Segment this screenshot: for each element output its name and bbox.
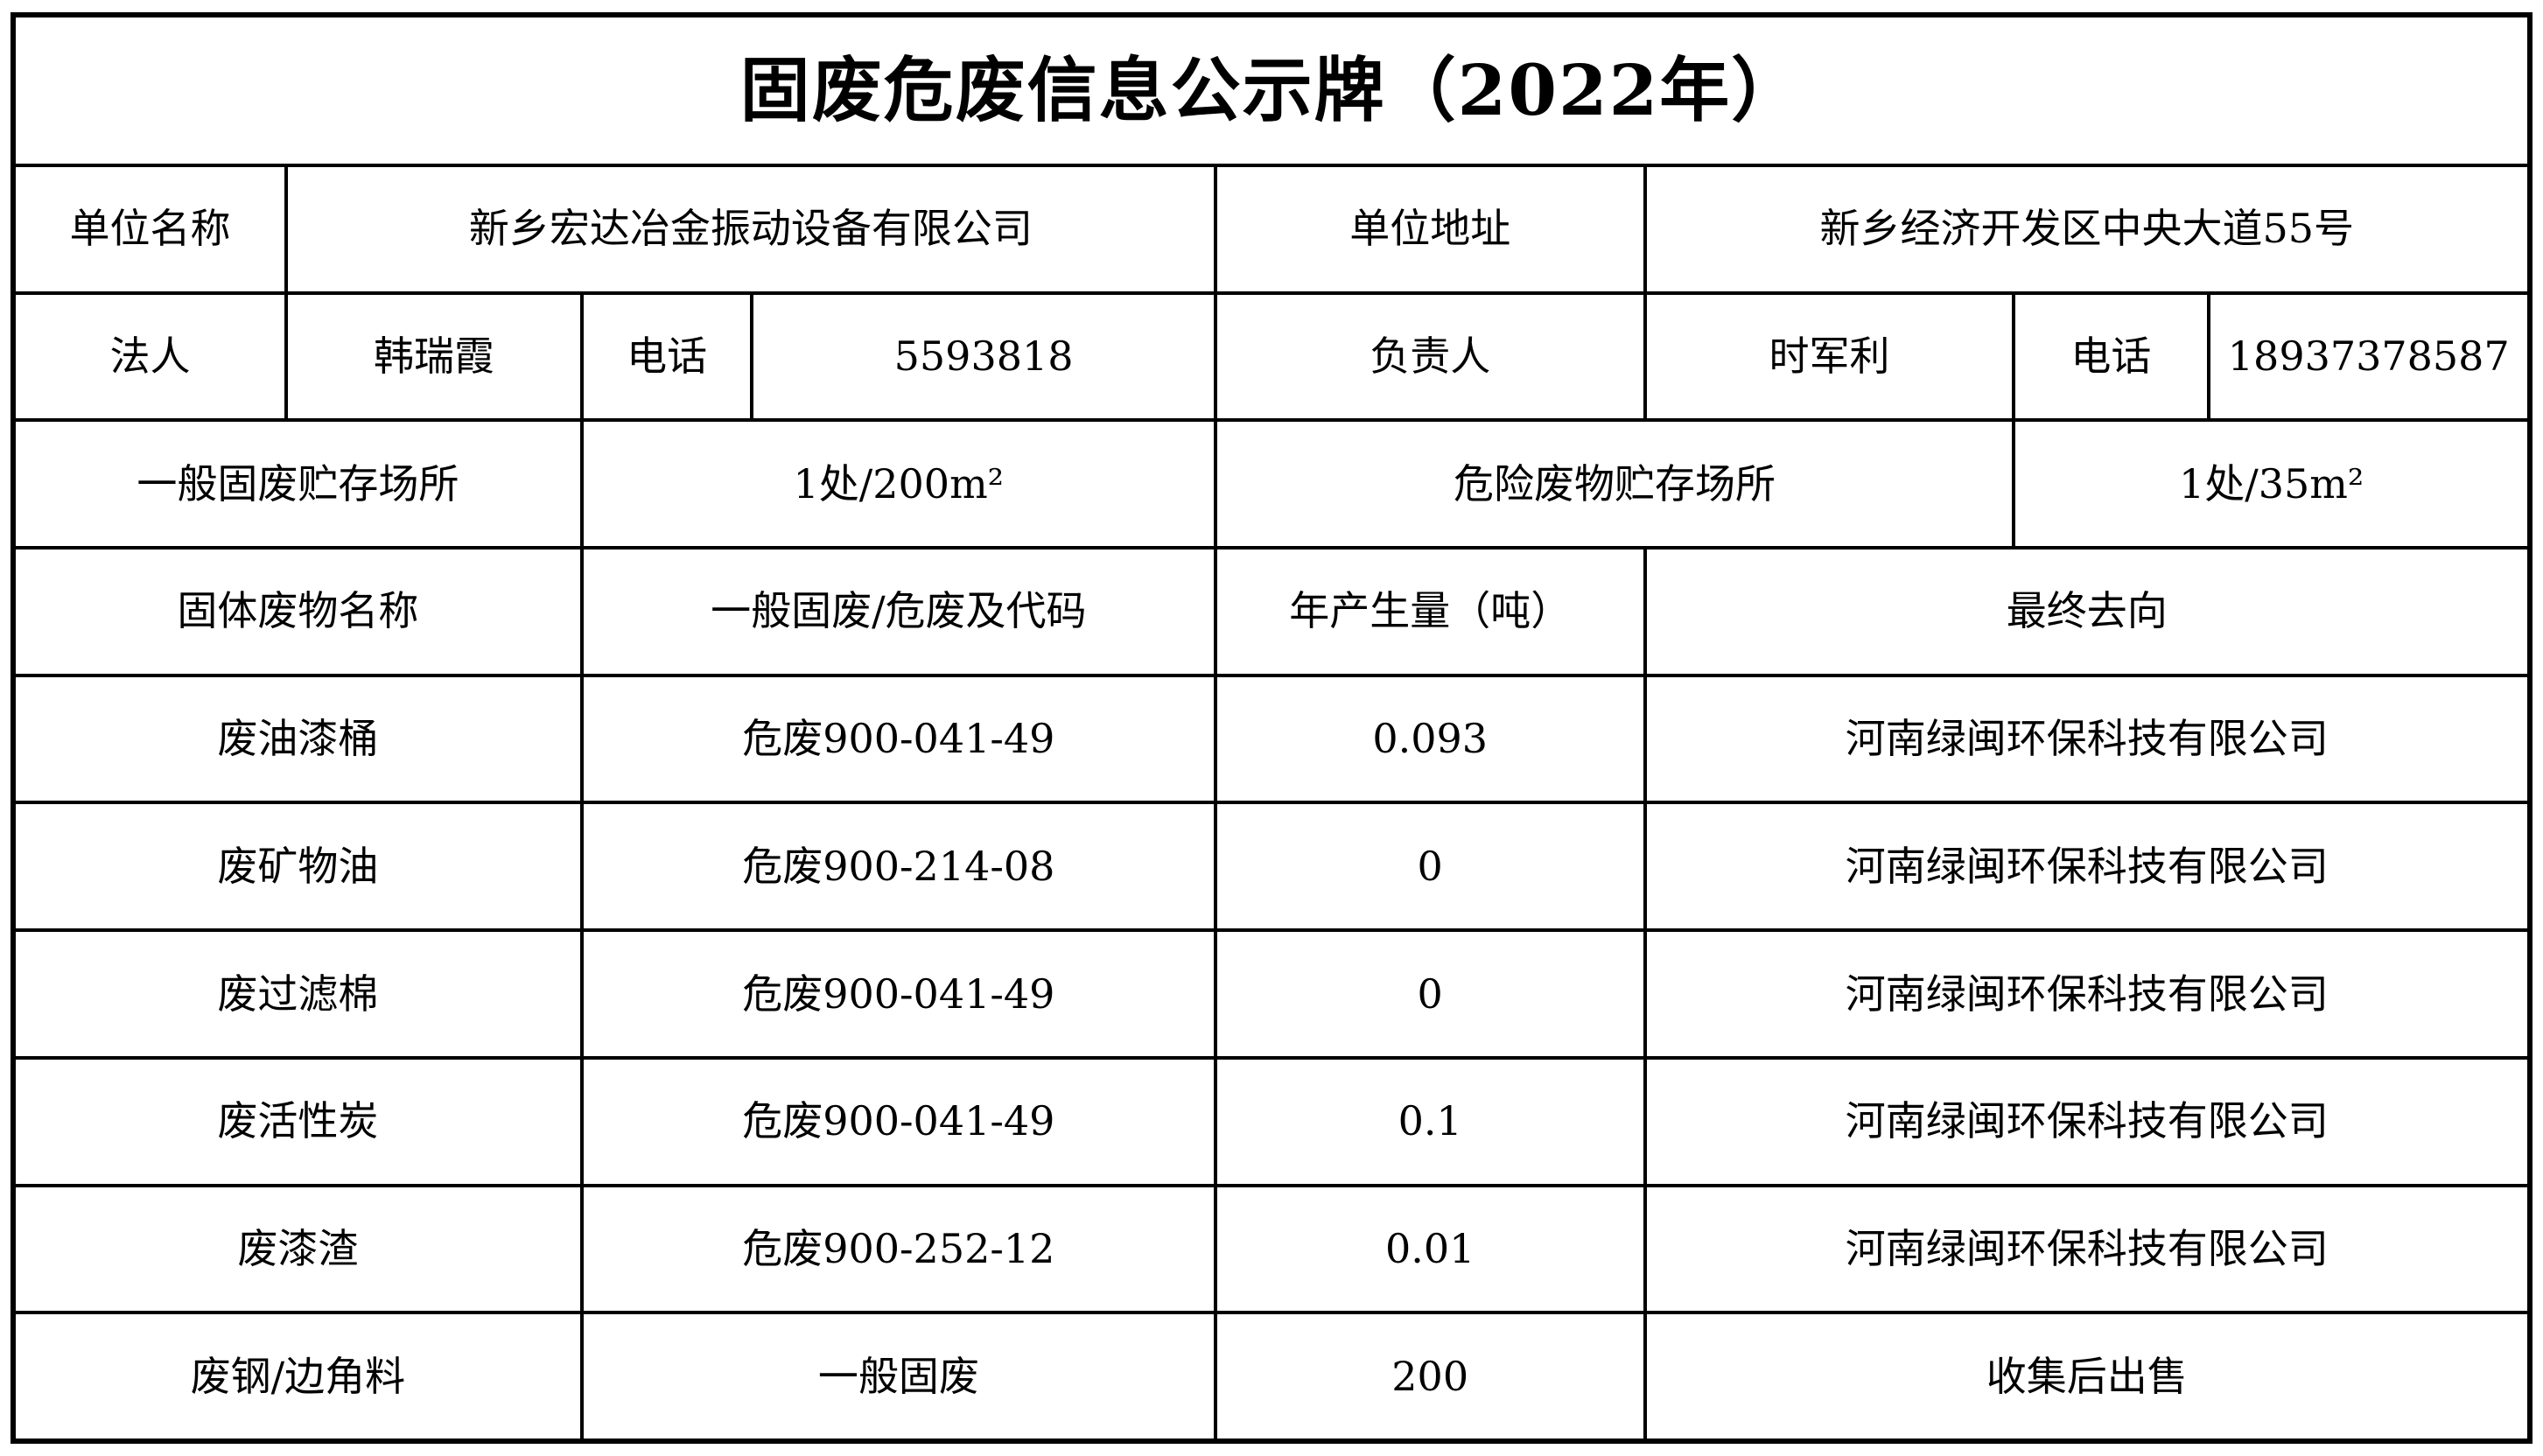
waste-row: 废活性炭 危废900-041-49 0.1 河南绿闽环保科技有限公司 bbox=[16, 1059, 2527, 1187]
waste-amount: 0 bbox=[1217, 804, 1647, 929]
legal-person-value: 韩瑞霞 bbox=[288, 294, 584, 419]
waste-amount: 0.093 bbox=[1217, 676, 1647, 802]
title-row: 固废危废信息公示牌（2022年） bbox=[16, 18, 2527, 167]
waste-row: 废钢/边角料 一般固废 200 收集后出售 bbox=[16, 1314, 2527, 1438]
legal-person-label: 法人 bbox=[16, 294, 289, 419]
waste-row: 废矿物油 危废900-214-08 0 河南绿闽环保科技有限公司 bbox=[16, 804, 2527, 933]
hazardous-storage-label: 危险废物贮存场所 bbox=[1217, 422, 2016, 547]
manager-phone-value: 18937378587 bbox=[2227, 332, 2510, 381]
notice-table: 固废危废信息公示牌（2022年） 单位名称 新乡宏达冶金振动设备有限公司 单位地… bbox=[11, 12, 2532, 1444]
waste-name: 废油漆桶 bbox=[16, 676, 584, 802]
waste-code: 危废900-041-49 bbox=[584, 932, 1217, 1056]
unit-name-label: 单位名称 bbox=[16, 166, 289, 291]
waste-code: 危废900-041-49 bbox=[584, 1059, 1217, 1184]
unit-address-value: 新乡经济开发区中央大道55号 bbox=[1819, 205, 2355, 253]
waste-row: 废漆渣 危废900-252-12 0.01 河南绿闽环保科技有限公司 bbox=[16, 1186, 2527, 1315]
manager-value: 时军利 bbox=[1647, 294, 2016, 419]
waste-code: 一般固废 bbox=[584, 1314, 1217, 1438]
waste-name: 废矿物油 bbox=[16, 804, 584, 929]
general-storage-value: 1处/200m² bbox=[584, 422, 1217, 547]
waste-destination: 河南绿闽环保科技有限公司 bbox=[1845, 1224, 2329, 1272]
unit-info-row: 单位名称 新乡宏达冶金振动设备有限公司 单位地址 新乡经济开发区中央大道55号 bbox=[16, 166, 2527, 295]
waste-table-header-row: 固体废物名称 一般固废/危废及代码 年产生量（吨） 最终去向 bbox=[16, 550, 2527, 677]
contacts-row: 法人 韩瑞霞 电话 5593818 负责人 时军利 电话 18937378587 bbox=[16, 294, 2527, 423]
waste-destination: 河南绿闽环保科技有限公司 bbox=[1845, 1097, 2329, 1145]
waste-code: 危废900-252-12 bbox=[584, 1186, 1217, 1312]
header-waste-name: 固体废物名称 bbox=[16, 550, 584, 674]
waste-name: 废钢/边角料 bbox=[16, 1314, 584, 1438]
waste-destination: 河南绿闽环保科技有限公司 bbox=[1845, 715, 2329, 763]
waste-destination: 收集后出售 bbox=[1986, 1352, 2188, 1400]
waste-code: 危废900-214-08 bbox=[584, 804, 1217, 929]
waste-destination: 河南绿闽环保科技有限公司 bbox=[1845, 842, 2329, 890]
waste-name: 废过滤棉 bbox=[16, 932, 584, 1056]
phone-value: 5593818 bbox=[753, 294, 1217, 419]
storage-row: 一般固废贮存场所 1处/200m² 危险废物贮存场所 1处/35m² bbox=[16, 422, 2527, 550]
header-destination: 最终去向 bbox=[2006, 587, 2168, 635]
waste-name: 废活性炭 bbox=[16, 1059, 584, 1184]
waste-amount: 0.1 bbox=[1217, 1059, 1647, 1184]
waste-row: 废油漆桶 危废900-041-49 0.093 河南绿闽环保科技有限公司 bbox=[16, 676, 2527, 805]
page-title: 固废危废信息公示牌（2022年） bbox=[739, 49, 1804, 132]
waste-amount: 0 bbox=[1217, 932, 1647, 1056]
waste-amount: 200 bbox=[1217, 1314, 1647, 1438]
manager-phone-label: 电话 bbox=[2015, 294, 2210, 419]
unit-name-value: 新乡宏达冶金振动设备有限公司 bbox=[288, 166, 1217, 291]
waste-name: 废漆渣 bbox=[16, 1186, 584, 1312]
waste-code: 危废900-041-49 bbox=[584, 676, 1217, 802]
waste-destination: 河南绿闽环保科技有限公司 bbox=[1845, 970, 2329, 1018]
header-waste-code: 一般固废/危废及代码 bbox=[584, 550, 1217, 674]
phone-label: 电话 bbox=[584, 294, 754, 419]
waste-amount: 0.01 bbox=[1217, 1186, 1647, 1312]
hazardous-storage-value: 1处/35m² bbox=[2178, 459, 2364, 508]
waste-row: 废过滤棉 危废900-041-49 0 河南绿闽环保科技有限公司 bbox=[16, 932, 2527, 1060]
general-storage-label: 一般固废贮存场所 bbox=[16, 422, 584, 547]
unit-address-label: 单位地址 bbox=[1217, 166, 1647, 291]
header-annual-amount: 年产生量（吨） bbox=[1217, 550, 1647, 674]
manager-label: 负责人 bbox=[1217, 294, 1647, 419]
